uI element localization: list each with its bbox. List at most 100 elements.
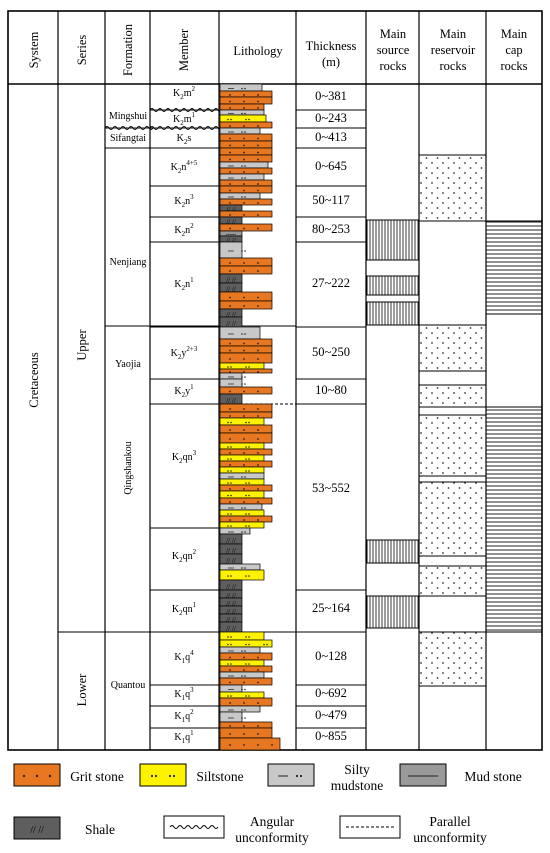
grit-dot [243,725,245,727]
silt-dot [227,513,229,515]
silt-dot [248,366,250,368]
silty-dot [241,376,243,378]
silt-dot [230,575,232,577]
silt-dot [248,118,250,121]
shale-mark: // // [226,237,236,245]
member-label: K2s [177,133,192,146]
grit-dot [229,415,231,417]
lithology-layer [219,497,273,505]
silt-dot [245,446,247,448]
grit-dot [257,702,259,704]
grit-dot [243,519,245,521]
lithology-layer [219,652,273,661]
silty-dot [244,165,246,167]
silt-dot [230,494,232,497]
member-name: qn [183,604,193,615]
header-lithology: Lithology [233,44,283,58]
shale-mark: // // [226,311,236,319]
member-symbol: K [174,196,182,207]
silty-dot [241,709,243,711]
lithology-layer [219,121,273,129]
lithology-layer [219,665,273,673]
grit-dot [257,733,259,735]
cap-rock-band [485,406,543,633]
silty-dot [241,476,243,478]
grit-dot [243,270,245,272]
member-superscript: 1 [192,111,196,119]
silt-dot [227,458,229,460]
legend-parallel-unconformity-label: unconformity [413,830,487,845]
series-upper: Upper [75,329,89,361]
silt-dot [248,663,250,665]
silt-dot [245,458,247,460]
grit-dot [229,125,231,127]
grit-dot [243,656,245,659]
formation-label: Quantou [111,680,145,691]
lithology-layer [219,326,261,340]
lithology-layer [219,509,265,517]
lithology-layer [219,230,243,237]
lithology-layer [219,448,273,456]
grit-dot [243,158,245,161]
member-symbol: K [174,711,182,722]
silt-dot [248,636,250,638]
grit-dot [229,488,231,490]
silt-dot [245,513,247,515]
grit-dot [22,774,26,778]
angular-unconformity-line [149,126,223,130]
member-label: K2qn2 [172,548,197,564]
silt-dot [248,575,250,577]
silty-dot [241,165,243,167]
lithology-layer [219,223,273,232]
silt-dot [230,470,232,472]
member-superscript: 1 [193,601,197,609]
silt-dot [248,458,250,460]
silt-dot [230,525,232,527]
series-lower: Lower [75,673,89,706]
member-superscript: 2+3 [186,345,197,353]
silty-dot [244,87,246,90]
shale-mark: // // [226,625,236,633]
grit-dot [257,429,259,431]
silt-dot [172,774,176,778]
member-superscript: 4+5 [186,159,197,167]
member-symbol: K [171,348,179,359]
grit-dot [229,214,231,216]
grit-dot [229,349,231,352]
grit-dot [257,171,259,173]
grit-dot [243,107,245,109]
lithology-layer [219,96,273,105]
member-subscript: 1 [182,716,186,724]
grit-dot [257,270,259,272]
member-subscript: 2 [184,138,188,146]
lithology-layer [219,167,273,175]
silty-dot [244,383,246,385]
lithology-layer [219,424,273,434]
silt-dot [230,513,232,515]
grit-dot [229,438,231,440]
silty-dot [244,131,246,133]
source-rock-band [366,539,420,564]
member-superscript: 1 [190,383,194,391]
legend-shale-swatch [13,816,61,840]
member-subscript: 1 [182,694,186,702]
thickness-value: 0~128 [315,649,347,663]
grit-dot [35,774,39,778]
lithology-layer [219,639,273,648]
silt-dot [248,513,250,515]
header-cap-rocks: rocks [500,59,527,73]
silty-dot [244,333,246,335]
silt-dot [245,118,247,121]
thickness-value: 50~117 [312,193,350,207]
member-symbol: K [173,114,181,125]
grit-dot [243,100,245,103]
reservoir-rock-band [418,384,487,408]
grit-dot [48,774,52,778]
grit-dot [257,202,259,204]
silt-dot [248,421,250,424]
grit-dot [229,151,231,154]
silty-dot [241,383,243,385]
silt-dot [230,118,232,121]
grit-dot [243,408,245,410]
